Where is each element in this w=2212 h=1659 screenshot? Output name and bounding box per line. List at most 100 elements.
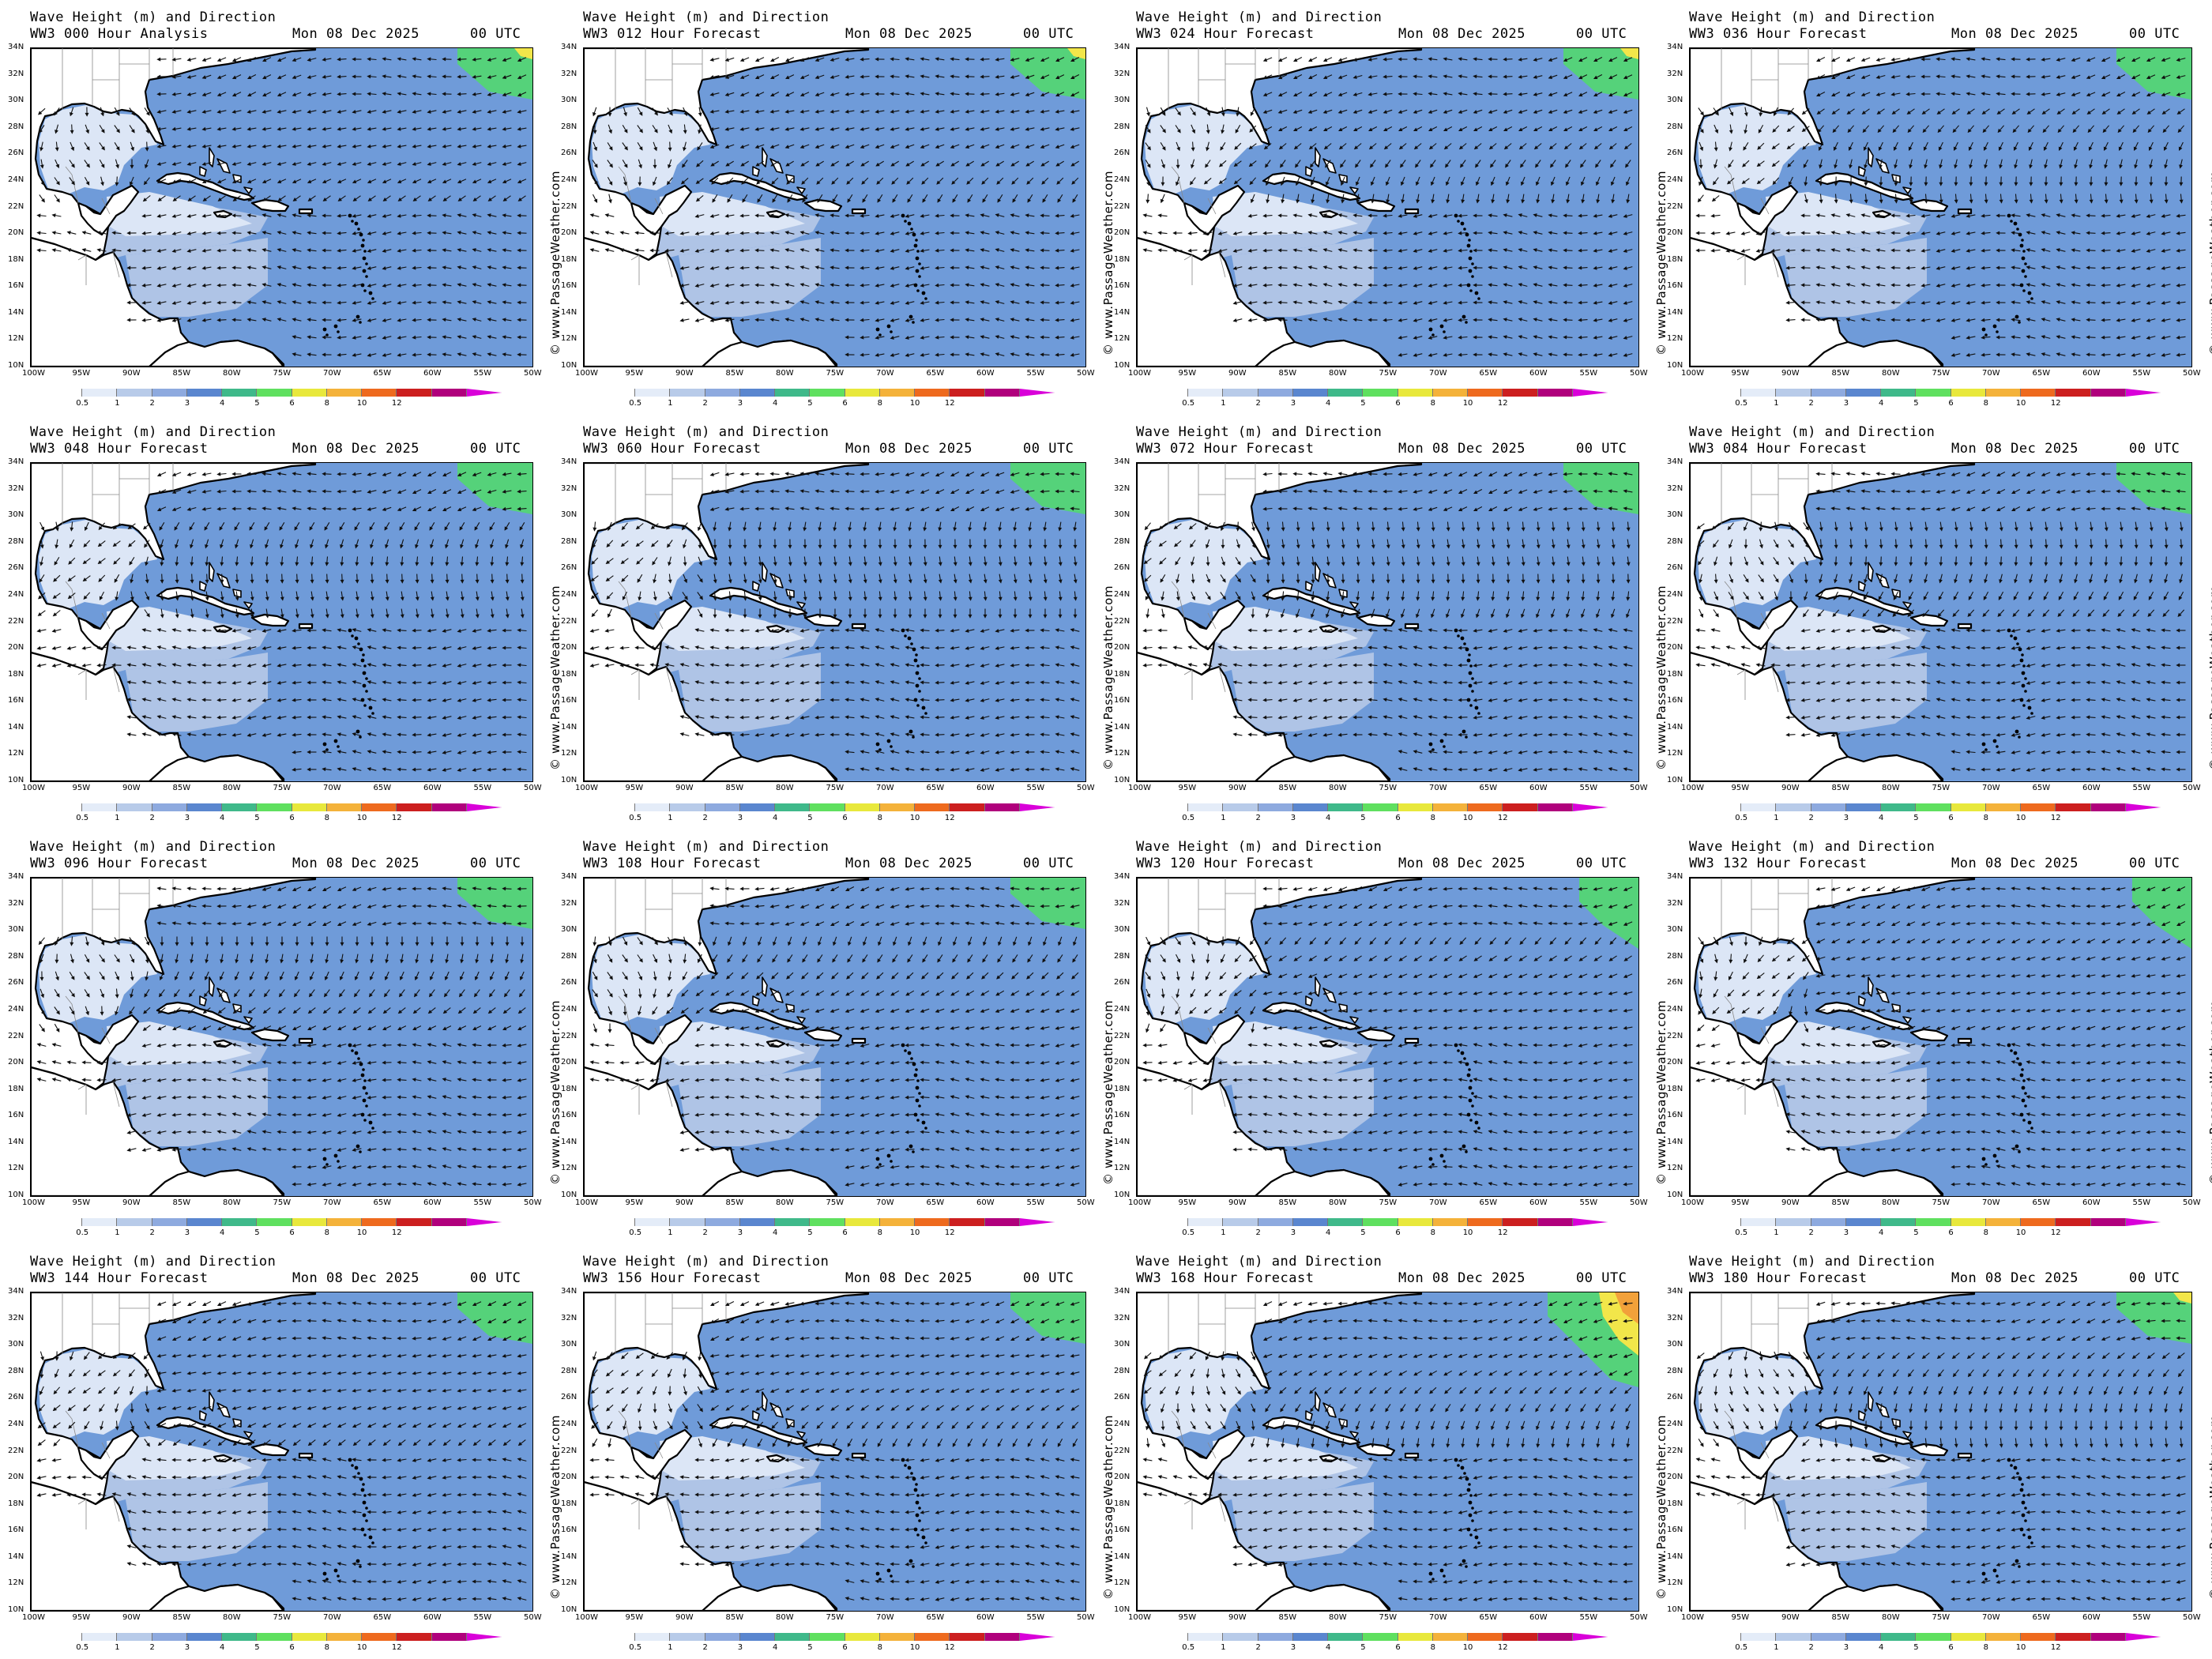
colorbar-swatch [47,1218,83,1226]
colorbar-swatch [2056,389,2091,397]
longitude-label: 100W [1681,369,1704,378]
latitude-label: 26N [8,149,24,158]
longitude-label: 95W [625,1198,644,1207]
colorbar-swatch [635,389,671,397]
longitude-label: 100W [1681,1613,1704,1622]
latitude-label: 20N [561,1473,577,1482]
latitude-label: 12N [8,1164,24,1173]
watermark: © www.PassageWeather.com [2195,533,2212,770]
latitude-label: 22N [561,1446,577,1455]
forecast-panel: Wave Height (m) and Direction WW3 180 Hou… [1659,1244,2212,1659]
colorbar-swatch [879,389,916,397]
map-canvas [1137,1292,1638,1611]
panel-title: Wave Height (m) and Direction [583,9,830,25]
longitude-label: 85W [1831,1613,1850,1622]
colorbar-label: 10 [356,1228,367,1237]
colorbar-swatch [1328,1633,1364,1641]
colorbar-swatch [1292,1633,1329,1641]
colorbar-label: 12 [2050,1228,2061,1237]
colorbar-swatch [1503,389,1538,397]
colorbar-label: 12 [944,1228,955,1237]
colorbar-label: 8 [1430,814,1436,822]
longitude-label: 80W [223,1198,241,1207]
colorbar-swatch [431,1633,467,1641]
colorbar-swatch [915,389,950,397]
longitude-label: 95W [1731,1198,1750,1207]
longitude-label: 65W [1479,1613,1498,1622]
colorbar-swatch [1503,803,1538,811]
latitude-label: 26N [8,1393,24,1402]
colorbar-label: 1 [1774,399,1779,408]
longitude-label: 75W [1932,1613,1951,1622]
latitude-label: 26N [1114,978,1130,988]
colorbar-swatch [600,1218,636,1226]
latitude-label: 24N [8,589,24,599]
wave-height-map [1136,462,1639,782]
colorbar-label: 5 [1913,814,1919,822]
wave-height-map [30,877,533,1197]
colorbar-swatch [1985,389,2022,397]
colorbar-swatch [1188,1633,1224,1641]
latitude-label: 26N [8,978,24,988]
longitude-label: 85W [172,784,191,792]
colorbar-swatch [1537,1218,1573,1226]
latitude-label: 34N [561,872,577,881]
colorbar-swatch [1985,1218,2022,1226]
latitude-label: 30N [8,96,24,105]
latitude-label: 12N [8,1578,24,1588]
colorbar-swatch [1503,1218,1538,1226]
longitude-label: 65W [926,784,945,792]
latitude-label: 28N [8,122,24,131]
longitude-label: 80W [1329,784,1347,792]
wave-height-map [1136,877,1639,1197]
colorbar-label: 1 [668,814,673,822]
longitude-label: 95W [1731,1613,1750,1622]
longitude-label: 90W [122,1613,141,1622]
panel-utc: 00 UTC [2129,441,2180,457]
latitude-label: 18N [561,1499,577,1508]
colorbar-swatch [1432,1218,1469,1226]
colorbar-swatch [1019,1633,1055,1641]
latitude-label: 16N [561,1111,577,1120]
latitude-label: 32N [8,1313,24,1322]
colorbar-label: 2 [1808,814,1814,822]
latitude-label: 10N [561,361,577,370]
colorbar-swatch [292,1218,327,1226]
colorbar-label: 0.5 [1735,1228,1748,1237]
latitude-label: 10N [1114,1191,1130,1199]
longitude-label: 85W [725,369,744,378]
latitude-label: 20N [561,643,577,653]
panel-utc: 00 UTC [1023,856,1074,871]
lesser-antilles [1428,213,1480,337]
forecast-panel: Wave Height (m) and Direction WW3 048 Hou… [0,415,562,830]
panel-date: Mon 08 Dec 2025 [292,441,420,457]
colorbar-label: 2 [702,1643,708,1652]
colorbar-label: 1 [668,1228,673,1237]
latitude-label: 16N [8,1525,24,1535]
latitude-label: 26N [1114,1393,1130,1402]
latitude-label: 32N [1114,898,1130,908]
panel-forecast-hour: WW3 180 Hour Forecast [1689,1270,1868,1286]
longitude-label: 70W [1429,1198,1447,1207]
colorbar-label: 5 [1360,1643,1366,1652]
colorbar-swatch [739,1633,776,1641]
colorbar-swatch [1985,803,2022,811]
latitude-label: 10N [1667,361,1683,370]
panel-utc: 00 UTC [470,26,521,42]
map-canvas [584,878,1085,1196]
wave-height-map [583,1292,1086,1612]
longitude-label: 50W [524,369,542,378]
colorbar-swatch [1741,1218,1777,1226]
longitude-label: 50W [1077,1613,1095,1622]
longitude-label: 80W [1329,1613,1347,1622]
colorbar-label: 8 [1983,399,1989,408]
latitude-label: 34N [1114,457,1130,466]
colorbar-label: 0.5 [629,399,642,408]
longitude-label: 80W [776,784,794,792]
longitude-label: 70W [876,369,894,378]
colorbar-label: 3 [184,814,190,822]
colorbar-label: 1 [1221,1643,1226,1652]
forecast-panel: Wave Height (m) and Direction WW3 084 Hou… [1659,415,2212,830]
colorbar-swatch [1741,803,1777,811]
latitude-label: 10N [561,776,577,784]
